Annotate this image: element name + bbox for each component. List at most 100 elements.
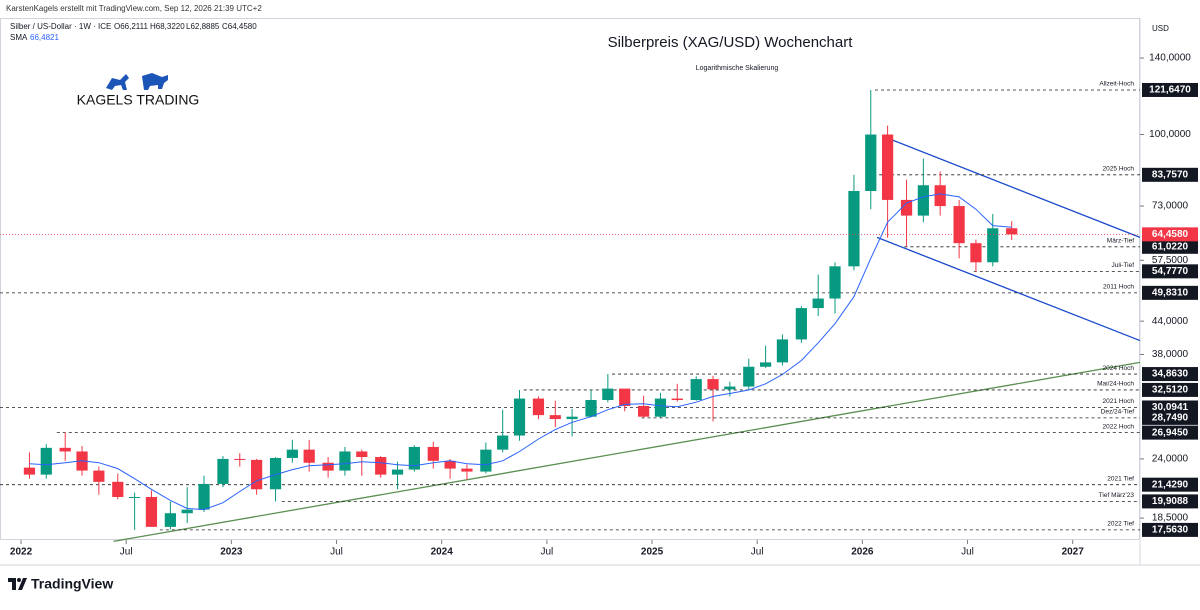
candle-body bbox=[654, 398, 667, 417]
level-label: 17,5630 bbox=[1152, 525, 1189, 536]
candle-body bbox=[602, 388, 614, 401]
level-box bbox=[1142, 477, 1198, 492]
ohlc-legend: O66,2111 H68,3220 L62,8885 C64,4580 bbox=[114, 22, 257, 31]
attribution: KarstenKagels erstellt mit TradingView.c… bbox=[6, 4, 262, 13]
level-note: Allzeit-Hoch bbox=[1099, 81, 1134, 88]
tradingview-icon bbox=[8, 578, 27, 590]
y-tick-label: 73,0000 bbox=[1152, 201, 1189, 212]
chart-title: Silberpreis (XAG/USD) Wochenchart bbox=[608, 34, 854, 51]
candle-body bbox=[164, 513, 176, 527]
chart-subtitle: Logarithmische Skalierung bbox=[696, 65, 779, 72]
sma-line bbox=[29, 193, 1012, 511]
x-tick-label: 2022 bbox=[10, 547, 33, 558]
candle-body bbox=[934, 185, 946, 207]
candle-body bbox=[638, 405, 650, 417]
trendline bbox=[876, 236, 1141, 342]
candle-body bbox=[532, 398, 545, 416]
candle-body bbox=[303, 449, 315, 463]
x-tick-label: 2027 bbox=[1062, 547, 1085, 558]
candle-body bbox=[480, 449, 492, 472]
candle-body bbox=[461, 468, 473, 472]
candle-body bbox=[848, 190, 860, 267]
level-note: Tief März'23 bbox=[1099, 492, 1135, 499]
candle-body bbox=[987, 228, 999, 263]
candle-body bbox=[181, 509, 193, 514]
x-tick-label: Jul bbox=[120, 547, 133, 558]
candle-body bbox=[513, 398, 526, 436]
level-box bbox=[1142, 382, 1198, 397]
level-box bbox=[1142, 167, 1198, 182]
brand-name: KAGELS TRADING bbox=[77, 92, 200, 108]
candle-body bbox=[671, 398, 683, 401]
candle-body bbox=[707, 379, 719, 390]
candle-body bbox=[356, 451, 368, 458]
ohlc-value: C64,4580 bbox=[222, 22, 257, 31]
level-box bbox=[1142, 410, 1198, 425]
level-note: 2025 Hoch bbox=[1103, 166, 1135, 173]
candle-body bbox=[339, 451, 351, 471]
tradingview-dot bbox=[17, 578, 21, 582]
level-note: Mai/24-Hoch bbox=[1097, 381, 1134, 388]
ohlc-value: H68,3220 bbox=[150, 22, 185, 31]
candle-body bbox=[776, 339, 789, 363]
level-label: 26,9450 bbox=[1152, 427, 1189, 438]
y-tick-label: 18,5000 bbox=[1152, 513, 1189, 524]
candle-body bbox=[566, 416, 578, 420]
candle-body bbox=[743, 366, 755, 387]
level-note: Juli-Tief bbox=[1111, 262, 1134, 269]
candle-body bbox=[724, 386, 736, 390]
candle-body bbox=[269, 457, 282, 490]
candle-body bbox=[1006, 228, 1018, 235]
level-label: 121,6470 bbox=[1149, 85, 1191, 96]
level-label: 32,5120 bbox=[1152, 385, 1189, 396]
level-box bbox=[1142, 425, 1198, 440]
level-label: 49,8310 bbox=[1152, 287, 1189, 298]
candle-body bbox=[795, 308, 807, 340]
candle-body bbox=[760, 362, 772, 367]
level-box bbox=[1142, 285, 1198, 300]
candle-body bbox=[829, 266, 841, 299]
level-note: 2021 Hoch bbox=[1103, 398, 1135, 405]
candle-body bbox=[865, 134, 877, 191]
candle-body bbox=[619, 388, 631, 406]
candle-body bbox=[549, 415, 561, 420]
level-label: 30,0941 bbox=[1152, 402, 1189, 413]
level-note: 2022 Tief bbox=[1107, 521, 1134, 528]
candle-body bbox=[40, 447, 52, 475]
level-note: März-Tief bbox=[1107, 238, 1134, 245]
level-box bbox=[1142, 367, 1198, 382]
level-label: 28,7490 bbox=[1152, 413, 1189, 424]
candle-body bbox=[217, 458, 229, 484]
candle-body bbox=[93, 470, 105, 482]
candle-body bbox=[881, 134, 894, 200]
sma-value: 66,4821 bbox=[30, 33, 59, 42]
level-label: 34,8630 bbox=[1152, 369, 1189, 380]
ohlc-value: O66,2111 bbox=[114, 22, 149, 31]
candle-body bbox=[917, 185, 929, 216]
candle-body bbox=[250, 459, 263, 490]
trendline bbox=[113, 361, 1141, 542]
x-tick-label: 2024 bbox=[431, 547, 454, 558]
x-tick-label: Jul bbox=[540, 547, 553, 558]
x-tick-label: Jul bbox=[330, 547, 343, 558]
x-tick-label: Jul bbox=[751, 547, 764, 558]
candle-body bbox=[112, 481, 124, 497]
level-box bbox=[1142, 522, 1198, 537]
candle-body bbox=[444, 460, 456, 469]
y-tick-label: 57,5000 bbox=[1152, 255, 1189, 266]
last-price-box bbox=[1142, 227, 1198, 242]
symbol: Silber / US-Dollar · 1W · ICE bbox=[10, 22, 111, 31]
candle-body bbox=[322, 462, 334, 471]
candle-body bbox=[812, 298, 824, 309]
level-label: 19,9088 bbox=[1152, 496, 1189, 507]
currency: USD bbox=[1152, 24, 1169, 33]
candle-body bbox=[585, 400, 597, 417]
candle-body bbox=[375, 457, 387, 475]
footer-brand: TradingView bbox=[31, 576, 113, 592]
level-box bbox=[1142, 264, 1198, 279]
brand-logo: KAGELS TRADING bbox=[77, 73, 200, 108]
ohlc-value: L62,8885 bbox=[186, 22, 220, 31]
bull-icon bbox=[106, 74, 129, 90]
level-label: 83,7570 bbox=[1152, 169, 1189, 180]
